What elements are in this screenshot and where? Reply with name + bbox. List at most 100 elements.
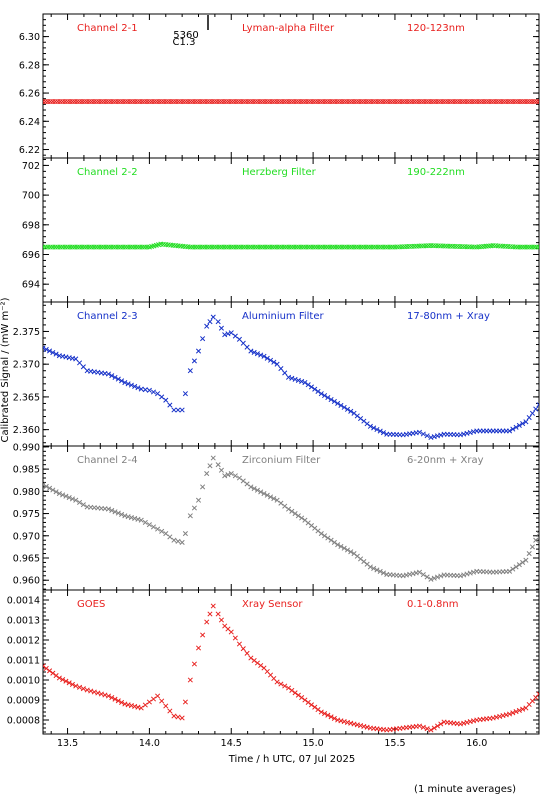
y-tick-label: 694 (22, 280, 40, 291)
data-point (529, 544, 536, 550)
data-point (232, 635, 238, 641)
data-point (105, 693, 112, 699)
data-point (119, 378, 125, 384)
data-point (191, 505, 197, 511)
data-point (146, 387, 152, 393)
channel-label: Channel 2-4 (77, 455, 138, 466)
data-point (175, 714, 181, 720)
data-point (77, 499, 83, 505)
data-point (271, 496, 277, 502)
data-point (302, 379, 308, 386)
data-point (225, 472, 231, 478)
data-point (88, 688, 94, 694)
data-point (305, 382, 311, 388)
data-point (109, 507, 115, 513)
y-tick-label: 698 (22, 220, 40, 231)
y-tick-label: 0.0009 (7, 696, 40, 707)
data-point (182, 699, 188, 705)
data-point (191, 358, 197, 364)
data-point (56, 491, 62, 497)
data-point (299, 695, 305, 701)
panel-frame (42, 13, 540, 159)
data-point (519, 98, 526, 105)
data-point (225, 331, 231, 337)
data-point (341, 545, 347, 551)
data-point (261, 491, 267, 497)
channel-label: Channel 2-3 (77, 311, 138, 322)
data-point (228, 629, 234, 635)
data-point (526, 98, 533, 105)
data-point (529, 244, 535, 250)
channel-label: GOES (77, 599, 105, 610)
data-point (282, 370, 288, 376)
data-point (278, 365, 284, 372)
band-label: 6-20nm + Xray (407, 455, 484, 466)
data-point (380, 570, 387, 576)
data-point (135, 385, 141, 391)
filter-label: Lyman-alpha Filter (242, 23, 335, 34)
data-point (251, 349, 257, 355)
data-point (325, 712, 331, 718)
panel-5: 0.0008 0.0009 0.0010 0.0011 0.0012 0.0013 0.00… (7, 589, 540, 749)
data-point (146, 699, 152, 705)
data-point (536, 402, 539, 408)
y-tick-label: 2.365 (13, 392, 40, 403)
data-point (434, 723, 441, 729)
data-point (171, 407, 177, 413)
data-point (43, 483, 49, 489)
channel-label: Channel 2-2 (77, 167, 138, 178)
data-point (367, 423, 373, 429)
data-point (105, 506, 112, 512)
data-point (292, 511, 298, 517)
data-point (60, 677, 66, 683)
data-point (244, 481, 250, 487)
event-number-label: 5360 (173, 30, 198, 41)
y-tick-label: 0.990 (13, 442, 40, 453)
data-point (289, 687, 295, 693)
data-point (254, 660, 260, 666)
y-tick-label: 0.975 (13, 509, 40, 520)
y-tick-label: 6.22 (19, 145, 40, 156)
data-point (308, 702, 315, 708)
data-point (338, 543, 344, 549)
y-tick-label: 700 (22, 191, 40, 202)
data-point (43, 482, 46, 488)
data-point (506, 711, 513, 717)
data-point (77, 360, 83, 366)
panel-1: 6.22 6.24 6.26 6.28 6.30 Channel 2-1 Lyman-alp… (19, 13, 540, 159)
data-point (428, 727, 434, 733)
data-point (132, 383, 138, 389)
data-series (43, 603, 539, 733)
data-point (171, 537, 177, 543)
data-point (526, 551, 532, 557)
data-point (163, 531, 169, 537)
data-point (119, 511, 125, 517)
panel-frame (42, 301, 540, 447)
data-point (305, 699, 311, 705)
data-point (328, 537, 334, 543)
data-point (77, 684, 83, 690)
data-point (159, 394, 165, 400)
data-point (420, 431, 426, 437)
data-point (367, 564, 373, 570)
data-point (529, 98, 535, 105)
data-point (228, 330, 234, 336)
data-point (187, 677, 193, 683)
data-point (344, 406, 351, 412)
data-point (163, 703, 169, 709)
filter-label: Herzberg Filter (242, 167, 317, 178)
y-tick-label: 2.375 (13, 327, 40, 338)
data-point (428, 576, 434, 582)
x-tick-label: 14.0 (139, 738, 160, 749)
data-point (416, 723, 423, 729)
data-point (536, 691, 539, 697)
y-tick-label: 0.980 (13, 487, 40, 498)
data-point (50, 487, 56, 493)
y-tick-label: 702 (22, 161, 40, 172)
data-point (167, 708, 173, 714)
y-tick-label: 0.965 (13, 554, 40, 565)
channel-label: Channel 2-1 (77, 23, 138, 34)
x-tick-label: 14.5 (221, 738, 242, 749)
data-point (244, 650, 250, 656)
